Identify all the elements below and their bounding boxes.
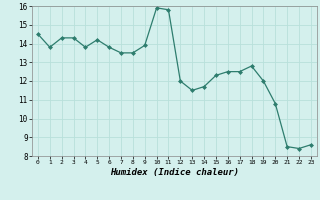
X-axis label: Humidex (Indice chaleur): Humidex (Indice chaleur)	[110, 168, 239, 177]
